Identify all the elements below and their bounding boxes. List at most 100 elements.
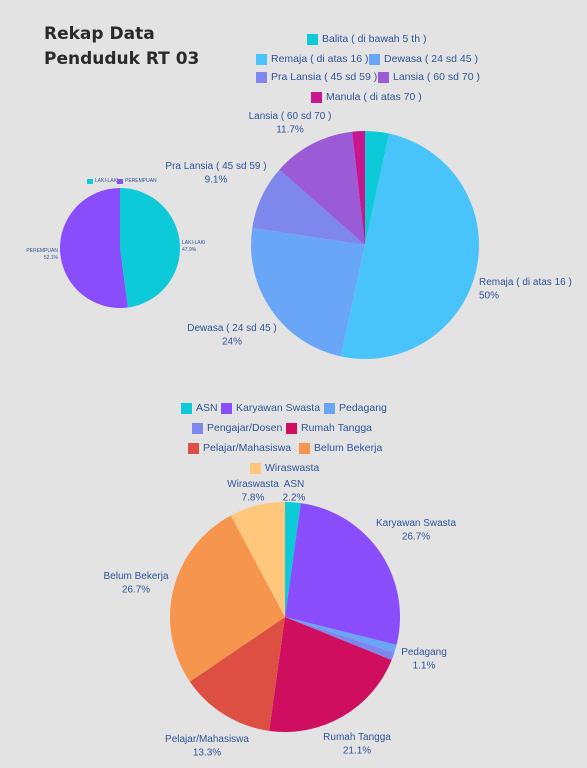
slice-label: LAKI-LAKI 47.9% <box>182 240 205 253</box>
slice-label-value: 52.1% <box>44 255 59 261</box>
legend-label: Balita ( di bawah 5 th ) <box>322 33 427 45</box>
legend-label: Rumah Tangga <box>301 422 373 434</box>
pie-slice-pekerjaan-3 <box>285 617 395 661</box>
legend-item-belum-bekerja: Belum Bekerja <box>299 442 382 454</box>
slice-label: Karyawan Swasta 26.7% <box>376 518 456 543</box>
legend-swatch <box>188 442 199 454</box>
slice-label: Pelajar/Mahasiswa 13.3% <box>165 734 249 759</box>
legend-item-perempuan: PEREMPUAN <box>117 178 157 184</box>
legend-swatch <box>307 33 318 45</box>
title-line-1: Rekap Data <box>44 24 155 44</box>
slice-label: Rumah Tangga 21.1% <box>323 732 391 757</box>
slice-label-value: 24% <box>222 337 242 348</box>
slice-label-value: 26.7% <box>402 532 430 543</box>
legend-label: Pedagang <box>339 402 387 414</box>
slice-label: Pra Lansia ( 45 sd 59 ) 9.1% <box>165 161 266 186</box>
legend-item-balita: Balita ( di bawah 5 th ) <box>307 33 426 45</box>
slice-label: Wiraswasta 7.8% <box>227 479 279 504</box>
legend-swatch <box>256 71 267 83</box>
slice-label-value: 9.1% <box>205 175 228 186</box>
pie-slice-usia-0 <box>365 131 390 245</box>
slice-label: Dewasa ( 24 sd 45 ) 24% <box>187 323 277 348</box>
legend-swatch <box>299 442 310 454</box>
slice-label: Remaja ( di atas 16 ) 50% <box>479 277 572 302</box>
legend-label: Pra Lansia ( 45 sd 59 ) <box>271 71 378 83</box>
legend-label: Remaja ( di atas 16 ) <box>271 53 369 65</box>
pie-slice-gender-0 <box>120 188 180 308</box>
pie-slice-pekerjaan-2 <box>285 617 397 653</box>
legend-label: Karyawan Swasta <box>236 402 321 414</box>
legend-swatch <box>250 462 261 474</box>
slice-label-name: PEREMPUAN <box>26 248 58 254</box>
legend-item-asn: ASN <box>181 402 218 414</box>
legend-swatch <box>117 178 123 184</box>
legend-label: Manula ( di atas 70 ) <box>326 91 422 103</box>
legend-item-dewasa: Dewasa ( 24 sd 45 ) <box>369 53 478 65</box>
legend-item-remaja: Remaja ( di atas 16 ) <box>256 53 368 65</box>
legend-swatch <box>286 422 297 434</box>
page-title: Rekap Data Penduduk RT 03 <box>44 22 199 72</box>
slice-label: Belum Bekerja 26.7% <box>103 571 168 596</box>
slice-label-name: Rumah Tangga <box>323 732 391 743</box>
slice-label-value: 11.7% <box>276 125 304 136</box>
legend-label: Lansia ( 60 sd 70 ) <box>393 71 480 83</box>
slice-label-name: LAKI-LAKI <box>182 240 205 246</box>
slice-label: Pedagang 1.1% <box>401 647 447 672</box>
pie-slice-gender-1 <box>59 188 128 308</box>
slice-label-value: 47.9% <box>182 247 197 253</box>
legend-swatch <box>256 53 267 65</box>
slice-label-name: Pedagang <box>401 647 447 658</box>
pie-slice-pekerjaan-5 <box>189 617 285 731</box>
legend-item-pengajar-dosen: Pengajar/Dosen <box>192 422 282 434</box>
legend-item-rumah-tangga: Rumah Tangga <box>286 422 372 434</box>
slice-label-name: Wiraswasta <box>227 479 279 490</box>
slice-label-name: Dewasa ( 24 sd 45 ) <box>187 323 277 334</box>
legend-swatch <box>369 53 380 65</box>
slice-label: ASN 2.2% <box>283 479 306 504</box>
legend-swatch <box>324 402 335 414</box>
slice-label-name: Lansia ( 60 sd 70 ) <box>249 111 332 122</box>
slice-label: Lansia ( 60 sd 70 ) 11.7% <box>249 111 332 136</box>
legend-item-manula: Manula ( di atas 70 ) <box>311 91 422 103</box>
slice-label-name: Pra Lansia ( 45 sd 59 ) <box>165 161 266 172</box>
pie-slice-pekerjaan-0 <box>285 502 301 617</box>
title-line-2: Penduduk RT 03 <box>44 49 200 69</box>
legend-swatch <box>311 91 322 103</box>
slice-label: PEREMPUAN 52.1% <box>26 248 58 261</box>
pie-slice-usia-1 <box>340 133 480 359</box>
slice-label-value: 50% <box>479 291 499 302</box>
slice-label-value: 7.8% <box>242 493 265 504</box>
slice-label-value: 21.1% <box>343 746 371 757</box>
pie-slice-pekerjaan-4 <box>269 617 392 732</box>
legend-swatch <box>221 402 232 414</box>
legend-swatch <box>87 178 93 184</box>
slice-label-name: Pelajar/Mahasiswa <box>165 734 249 745</box>
legend-swatch <box>378 71 389 83</box>
legend-item-pra-lansia: Pra Lansia ( 45 sd 59 ) <box>256 71 377 83</box>
legend-swatch <box>192 422 203 434</box>
slice-label-value: 2.2% <box>283 493 306 504</box>
slice-label-value: 26.7% <box>122 585 150 596</box>
legend-swatch <box>181 402 192 414</box>
slice-label-value: 13.3% <box>193 748 221 759</box>
pie-slice-usia-2 <box>251 227 365 357</box>
legend-label: Pelajar/Mahasiswa <box>203 442 292 454</box>
legend-item-lansia: Lansia ( 60 sd 70 ) <box>378 71 480 83</box>
legend-item-karyawan-swasta: Karyawan Swasta <box>221 402 320 414</box>
legend-item-pedagang: Pedagang <box>324 402 387 414</box>
slice-label-name: Belum Bekerja <box>103 571 168 582</box>
legend-label: ASN <box>196 402 218 414</box>
pie-slice-pekerjaan-7 <box>230 502 285 617</box>
pie-slice-pekerjaan-6 <box>170 515 285 682</box>
pie-slice-pekerjaan-1 <box>285 503 400 645</box>
slice-label-name: Remaja ( di atas 16 ) <box>479 277 572 288</box>
legend-label: Dewasa ( 24 sd 45 ) <box>384 53 478 65</box>
slice-label-value: 1.1% <box>413 661 436 672</box>
legend-label: PEREMPUAN <box>125 178 157 184</box>
legend-label: Wiraswasta <box>265 462 320 474</box>
pie-slice-usia-3 <box>252 169 365 245</box>
legend-item-laki-laki: LAKI-LAKI <box>87 178 118 184</box>
legend-label: Belum Bekerja <box>314 442 383 454</box>
legend-label: LAKI-LAKI <box>95 178 119 184</box>
